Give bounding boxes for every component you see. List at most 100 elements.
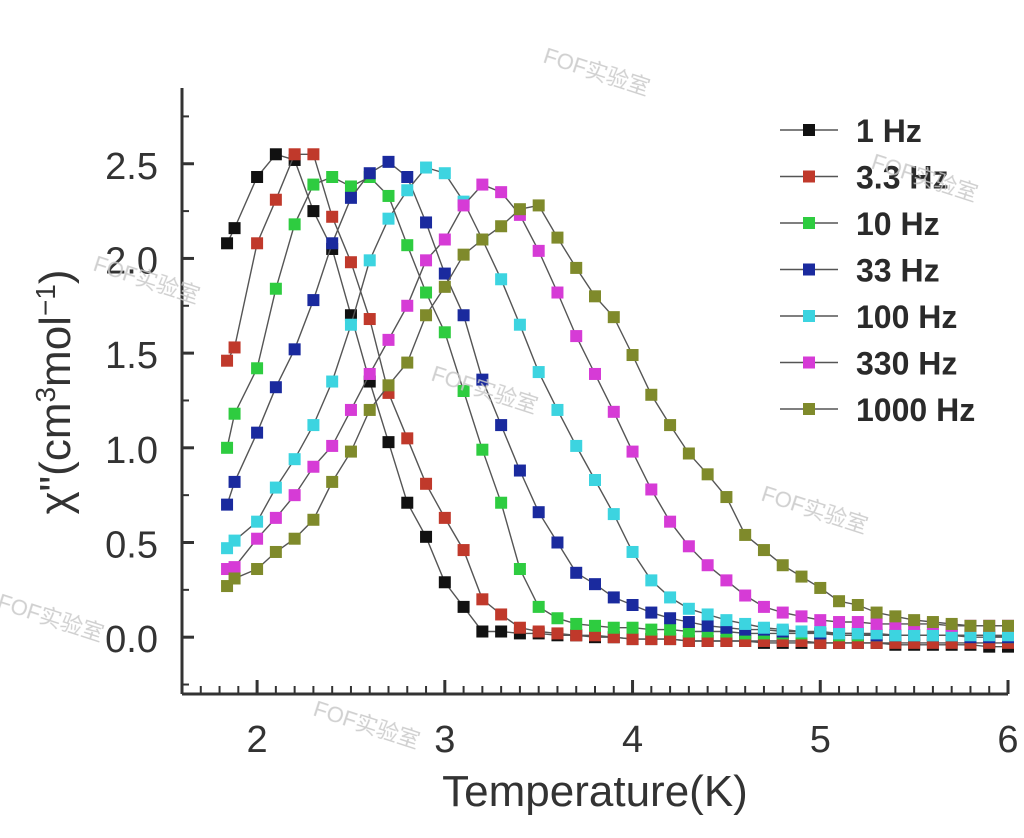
data-point [664, 419, 677, 432]
watermark-text: FOF实验室 [758, 481, 870, 539]
data-point [551, 536, 564, 549]
data-point [589, 367, 601, 380]
data-point [438, 280, 451, 293]
series-100-hz [221, 161, 1014, 642]
data-point [513, 203, 526, 216]
legend-item: 10 Hz [780, 206, 940, 242]
data-point [889, 610, 902, 623]
data-point [701, 559, 714, 572]
data-point [457, 544, 470, 557]
data-point [964, 619, 977, 632]
data-point [228, 572, 241, 585]
data-point [626, 349, 639, 362]
legend-marker [803, 403, 815, 415]
data-point [851, 616, 864, 629]
data-point [251, 171, 264, 184]
data-point [682, 540, 695, 553]
data-point [363, 367, 376, 380]
legend-item: 33 Hz [780, 253, 940, 289]
y-tick-label: 2.5 [105, 146, 158, 188]
data-point [814, 581, 827, 594]
data-point [851, 598, 864, 611]
data-point [363, 403, 376, 416]
data-point [420, 161, 433, 174]
data-point [513, 621, 526, 634]
data-point [626, 598, 639, 611]
watermark-text: FOF实验室 [540, 43, 652, 101]
data-point [326, 210, 339, 223]
data-point [664, 633, 677, 646]
data-point [570, 261, 583, 274]
data-point [495, 496, 508, 509]
data-point [307, 205, 320, 218]
data-point [438, 511, 451, 524]
data-point [664, 515, 677, 528]
y-axis-label: χ"(cm3mol−1) [30, 269, 81, 514]
data-point [570, 629, 583, 642]
data-point [401, 171, 414, 184]
data-point [288, 453, 301, 466]
data-point [221, 498, 234, 511]
data-point [363, 254, 376, 267]
legend-marker [803, 170, 815, 183]
data-point [344, 403, 357, 416]
data-point [251, 362, 264, 375]
data-point [495, 625, 508, 638]
watermark-text: FOF实验室 [310, 696, 422, 754]
x-axis-ticks: 2 3 4 5 6 [199, 680, 1019, 761]
data-point [682, 625, 695, 638]
data-point [908, 614, 921, 627]
data-point [251, 237, 264, 250]
legend-item: 100 Hz [780, 299, 957, 335]
data-point [570, 566, 583, 579]
data-point [532, 366, 545, 379]
data-point [326, 237, 339, 250]
data-point [833, 616, 846, 629]
data-point [307, 294, 320, 307]
data-point [269, 481, 282, 494]
data-point [607, 405, 620, 418]
data-point [983, 619, 996, 632]
data-point [664, 591, 677, 604]
series-1000-hz [221, 199, 1014, 632]
data-point [889, 629, 902, 642]
x-tick-label: 5 [810, 719, 831, 761]
data-point [326, 375, 339, 388]
y-axis-ticks: 0.0 0.5 1.0 1.5 2.0 2.5 [105, 115, 194, 686]
data-point [833, 595, 846, 608]
legend: 1 Hz 3.3 Hz 10 Hz 33 Hz 100 Hz 330 Hz 1000 Hz [780, 113, 975, 428]
data-point [532, 506, 545, 519]
data-point [757, 621, 770, 634]
x-tick-label: 3 [434, 719, 455, 761]
data-point [682, 447, 695, 460]
data-point [251, 426, 264, 439]
data-point [221, 441, 234, 454]
data-point [739, 528, 752, 541]
data-point [344, 191, 357, 204]
data-point [269, 545, 282, 558]
data-point [438, 576, 451, 589]
data-point [307, 513, 320, 526]
y-tick-label: 1.5 [105, 335, 158, 377]
legend-marker [803, 356, 815, 369]
data-point [814, 636, 827, 649]
data-point [476, 625, 489, 638]
data-point [964, 629, 977, 642]
x-axis-label: Temperature(K) [442, 767, 748, 816]
data-point [551, 627, 564, 640]
data-point [776, 559, 789, 572]
data-point [570, 617, 583, 630]
data-point [420, 530, 433, 543]
data-point [570, 330, 583, 343]
data-point [626, 633, 639, 646]
data-point [288, 532, 301, 545]
y-tick-label: 2.0 [105, 240, 158, 282]
y-tick-label: 0.5 [105, 525, 158, 567]
data-point [532, 600, 545, 613]
y-tick-label: 0.0 [105, 619, 158, 661]
data-point [251, 515, 264, 528]
data-point [720, 574, 733, 587]
data-point [269, 193, 282, 206]
data-point [495, 273, 508, 286]
data-point [682, 616, 695, 629]
